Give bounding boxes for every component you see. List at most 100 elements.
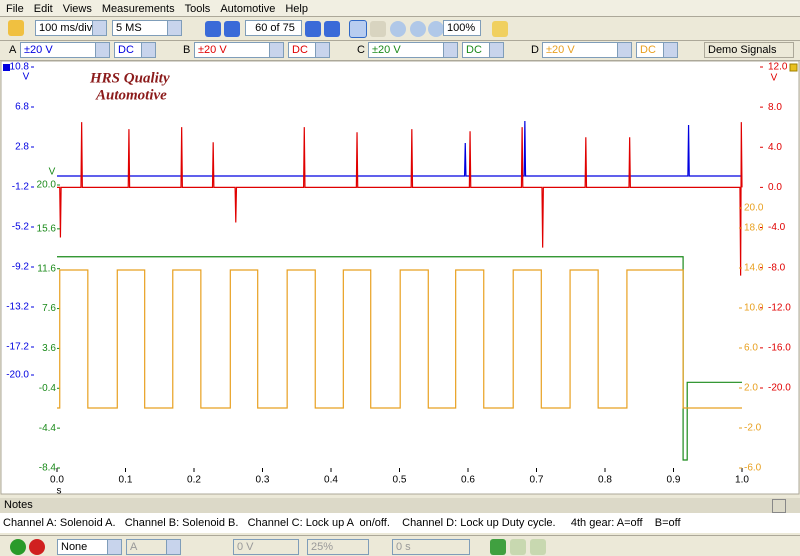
auto-setup-button[interactable] — [8, 20, 24, 36]
y-tick-label: -6.0 — [744, 463, 762, 474]
range: ±20 V — [546, 44, 575, 56]
level: 0 V — [237, 541, 254, 553]
next-button[interactable] — [305, 21, 321, 37]
y-axis-unit: V — [23, 72, 30, 83]
start-button[interactable] — [10, 539, 26, 555]
menu-item[interactable]: File — [6, 3, 24, 15]
y-tick-label: -12.0 — [768, 302, 791, 313]
trigger-mode[interactable]: None — [57, 539, 122, 555]
buffer-field[interactable]: 60 of 75 — [245, 20, 302, 36]
first-button[interactable] — [205, 21, 221, 37]
axis-handle[interactable] — [789, 63, 798, 72]
y-tick-label: -1.2 — [12, 182, 30, 193]
y-axis-unit: V — [771, 73, 778, 84]
channel: A — [130, 541, 138, 553]
coupling: DC — [292, 44, 308, 56]
menu-item[interactable]: Edit — [33, 3, 53, 15]
samples: 5 MS — [116, 22, 142, 34]
range-select[interactable]: ±20 V — [194, 42, 284, 58]
coupling: DC — [118, 44, 134, 56]
range: ±20 V — [372, 44, 401, 56]
last-button[interactable] — [324, 21, 340, 37]
y-tick-label: 12.0 — [768, 62, 788, 73]
range: ±20 V — [24, 44, 53, 56]
zoom-field[interactable]: 100% — [443, 20, 481, 36]
menu-item[interactable]: Automotive — [220, 3, 276, 15]
channel-label: A — [9, 44, 17, 56]
menu-item[interactable]: Tools — [184, 3, 211, 15]
range-select[interactable]: ±20 V — [368, 42, 458, 58]
notes-close[interactable] — [772, 499, 786, 513]
add-button[interactable] — [490, 539, 506, 555]
x-tick-label: 0.8 — [598, 475, 612, 486]
timebase-select[interactable]: 100 ms/div — [35, 20, 107, 36]
y-tick-label: -0.4 — [39, 383, 57, 394]
y-tick-label: -8.0 — [768, 262, 786, 273]
timebase: 100 ms/div — [39, 22, 93, 34]
y-tick-label: -17.2 — [6, 342, 29, 353]
range-select[interactable]: ±20 V — [542, 42, 632, 58]
trigger-channel[interactable]: A — [126, 539, 181, 555]
menu-bar: File Edit Views Measurements Tools Automotive… — [0, 0, 800, 17]
y-tick-label: 3.6 — [42, 343, 56, 354]
y-tick-label: 14.0 — [744, 263, 764, 274]
trigger-bar: None A 0 V 25% 0 s — [0, 535, 800, 556]
y-tick-label: -16.0 — [768, 343, 791, 354]
x-tick-label: 0.0 — [50, 475, 64, 486]
axis-handle[interactable] — [3, 64, 10, 71]
trace — [57, 269, 742, 409]
x-axis-label: s — [57, 486, 62, 496]
y-tick-label: -2.0 — [744, 423, 762, 434]
notes-panel: Channel A: Solenoid A. Channel B: Soleno… — [0, 513, 800, 533]
y-tick-label: -20.0 — [6, 370, 29, 381]
x-tick-label: 0.2 — [187, 475, 201, 486]
stop-button[interactable] — [29, 539, 45, 555]
y-tick-label: 10.0 — [744, 303, 764, 314]
zoom-out[interactable] — [410, 21, 426, 37]
coupling-select[interactable]: DC — [288, 42, 330, 58]
x-tick-label: 0.5 — [393, 475, 407, 486]
range-select[interactable]: ±20 V — [20, 42, 110, 58]
y-tick-label: -8.4 — [39, 463, 57, 474]
trigger-delay[interactable]: 0 s — [392, 539, 470, 555]
menu-item[interactable]: Help — [285, 3, 308, 15]
y-tick-label: -13.2 — [6, 302, 29, 313]
y-tick-label: -5.2 — [12, 222, 30, 233]
y-tick-label: -9.2 — [12, 262, 30, 273]
y-tick-label: 11.6 — [37, 263, 56, 274]
y-tick-label: 6.0 — [744, 343, 758, 354]
trigger-position[interactable]: 25% — [307, 539, 369, 555]
y-tick-label: -20.0 — [768, 383, 791, 394]
x-tick-label: 0.1 — [119, 475, 133, 486]
zoom-fit[interactable] — [428, 21, 444, 37]
select-tool[interactable] — [349, 20, 367, 38]
y-tick-label: -4.0 — [768, 222, 786, 233]
coupling-select[interactable]: DC — [636, 42, 678, 58]
x-tick-label: 0.4 — [324, 475, 338, 486]
position: 25% — [311, 541, 334, 553]
source: Demo Signals — [708, 44, 777, 56]
coupling-select[interactable]: DC — [462, 42, 504, 58]
menu-item[interactable]: Views — [62, 3, 92, 15]
x-tick-label: 0.6 — [461, 475, 475, 486]
coupling-select[interactable]: DC — [114, 42, 156, 58]
signal-source[interactable]: Demo Signals — [704, 42, 794, 58]
notes-title: Notes — [4, 499, 33, 511]
tool-button[interactable] — [530, 539, 546, 555]
prev-button[interactable] — [224, 21, 240, 37]
trace — [57, 120, 742, 177]
x-tick-label: 1.0 — [735, 475, 749, 486]
samples-select[interactable]: 5 MS — [112, 20, 182, 36]
help-button[interactable] — [492, 21, 508, 37]
y-tick-label: 8.0 — [768, 102, 782, 113]
zoom-in[interactable] — [390, 21, 406, 37]
y-tick-label: 10.8 — [10, 62, 30, 73]
hand-tool[interactable] — [370, 21, 386, 37]
y-tick-label: 7.6 — [42, 303, 56, 314]
y-tick-label: 15.6 — [37, 223, 57, 234]
trigger-level[interactable]: 0 V — [233, 539, 299, 555]
delay: 0 s — [396, 541, 411, 553]
channel-label: B — [183, 44, 191, 56]
menu-item[interactable]: Measurements — [101, 3, 175, 15]
tool-button[interactable] — [510, 539, 526, 555]
